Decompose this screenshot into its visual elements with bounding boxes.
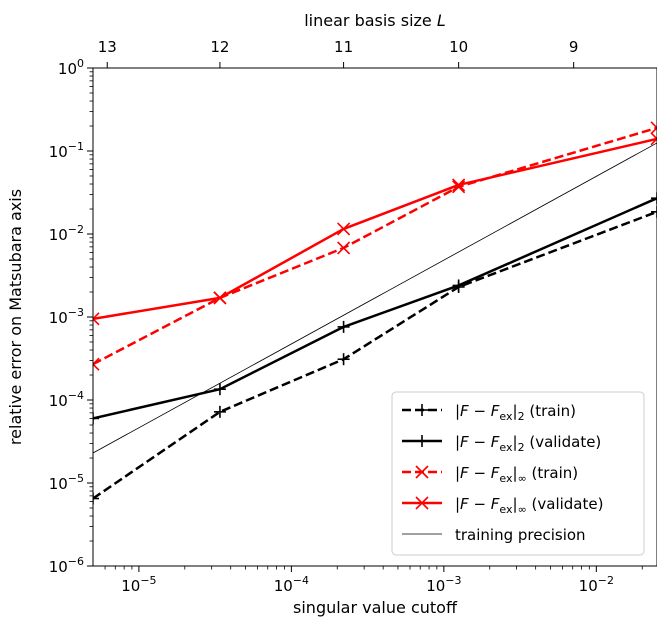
data-point	[452, 178, 466, 192]
data-point	[93, 363, 100, 371]
series-line	[93, 137, 657, 321]
top-tick-label: 12	[210, 38, 229, 56]
data-point	[93, 317, 100, 326]
legend-label: |F − Fex|∞ (train)	[455, 464, 578, 485]
y-tick-label: 10−4	[49, 389, 84, 410]
data-point	[93, 357, 100, 366]
legend-entry: |F − Fex|2 (validate)	[402, 433, 601, 454]
top-tick-label: 10	[449, 38, 468, 56]
legend: |F − Fex|2 (train) |F − Fex|2 (validate) |…	[391, 391, 645, 556]
legend-label: |F − Fex|∞ (validate)	[455, 495, 603, 516]
data-point	[650, 132, 657, 141]
y-tick-label: 10−1	[49, 140, 84, 161]
legend-entry: |F − Fex|2 (train)	[402, 402, 576, 423]
top-axis-label-text: linear basis size	[304, 11, 437, 30]
data-point	[650, 121, 657, 129]
y-tick-label: 100	[58, 57, 84, 78]
data-point	[213, 291, 227, 305]
series-line	[93, 142, 657, 454]
x-tick-label: 10−4	[274, 574, 309, 595]
data-point	[337, 241, 351, 255]
series-4	[93, 142, 657, 454]
y-tick-label: 10−2	[49, 223, 84, 244]
data-point	[337, 222, 351, 236]
legend-entry: |F − Fex|∞ (train)	[402, 464, 578, 485]
series-3	[93, 132, 657, 326]
legend-box	[391, 391, 645, 556]
x-tick-label: 10−2	[579, 574, 614, 595]
legend-label: |F − Fex|2 (train)	[455, 402, 576, 423]
ticks-layer: 10−5 10−4 10−3 10−2 10−6 10−5 10−4 10−3 10−2 10−1…	[49, 38, 643, 595]
y-axis-label: relative error on Matsubara axis	[6, 189, 25, 445]
data-point	[650, 137, 657, 146]
top-tick-label: 13	[98, 38, 117, 56]
y-tick-label: 10−5	[49, 472, 84, 493]
legend-label: training precision	[455, 526, 586, 544]
y-tick-label: 10−6	[49, 555, 84, 576]
data-point	[93, 312, 100, 320]
data-point	[650, 126, 657, 135]
legend-entry: |F − Fex|∞ (validate)	[402, 495, 603, 516]
top-axis-label: linear basis size L	[304, 11, 446, 30]
x-axis-label: singular value cutoff	[293, 598, 458, 617]
series-1	[93, 192, 657, 425]
data-point	[415, 465, 429, 479]
top-tick-label: 9	[569, 38, 579, 56]
legend-label: |F − Fex|2 (validate)	[455, 433, 601, 454]
top-tick-label: 11	[334, 38, 353, 56]
x-tick-label: 10−3	[426, 574, 461, 595]
series-line	[93, 126, 657, 366]
x-tick-label: 10−5	[121, 574, 156, 595]
legend-entry: training precision	[402, 526, 586, 544]
series-layer	[93, 121, 657, 505]
y-tick-label: 10−3	[49, 306, 84, 327]
data-point	[415, 496, 429, 510]
